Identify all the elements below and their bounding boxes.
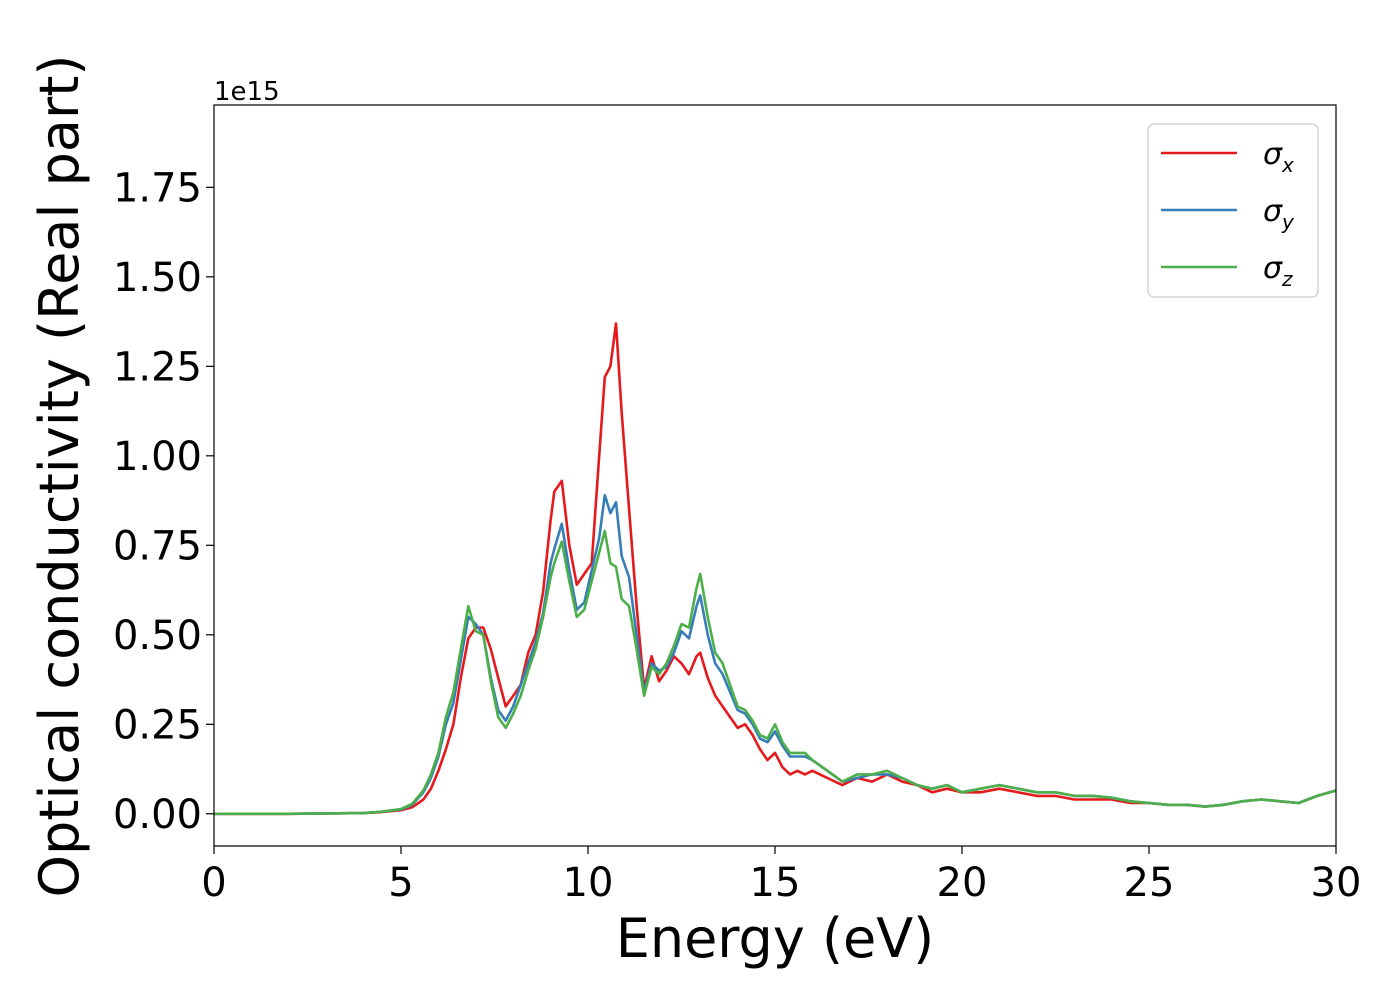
y-tick-label: 0.75 xyxy=(113,523,202,569)
y-tick-label: 1.00 xyxy=(113,434,202,480)
y-tick-label: 0.50 xyxy=(113,613,202,659)
series-layer xyxy=(214,322,1337,816)
y-tick-label: 0.00 xyxy=(113,792,202,838)
y-tick-label: 0.25 xyxy=(113,702,202,748)
y-axis-title: Optical conductivity (Real part) xyxy=(28,55,91,898)
y-tick-label: 1.75 xyxy=(113,165,202,211)
y-tick-label: 1.25 xyxy=(113,344,202,390)
x-tick-label: 10 xyxy=(563,860,614,906)
x-tick-label: 30 xyxy=(1311,860,1362,906)
x-tick-label: 5 xyxy=(388,860,413,906)
y-offset-label: 1e15 xyxy=(214,77,280,107)
x-tick-label: 20 xyxy=(937,860,988,906)
y-tick-label: 1.50 xyxy=(113,255,202,301)
x-axis: 0 5 10 15 20 25 30 xyxy=(201,846,1361,906)
series-line-x xyxy=(214,322,1337,816)
x-tick-label: 15 xyxy=(750,860,801,906)
series-line-z xyxy=(214,529,1337,816)
x-axis-title: Energy (eV) xyxy=(616,907,935,970)
x-tick-label: 0 xyxy=(201,860,226,906)
y-axis: 0.00 0.25 0.50 0.75 1.00 1.25 1.50 1.75 xyxy=(113,165,214,838)
x-tick-label: 25 xyxy=(1124,860,1175,906)
